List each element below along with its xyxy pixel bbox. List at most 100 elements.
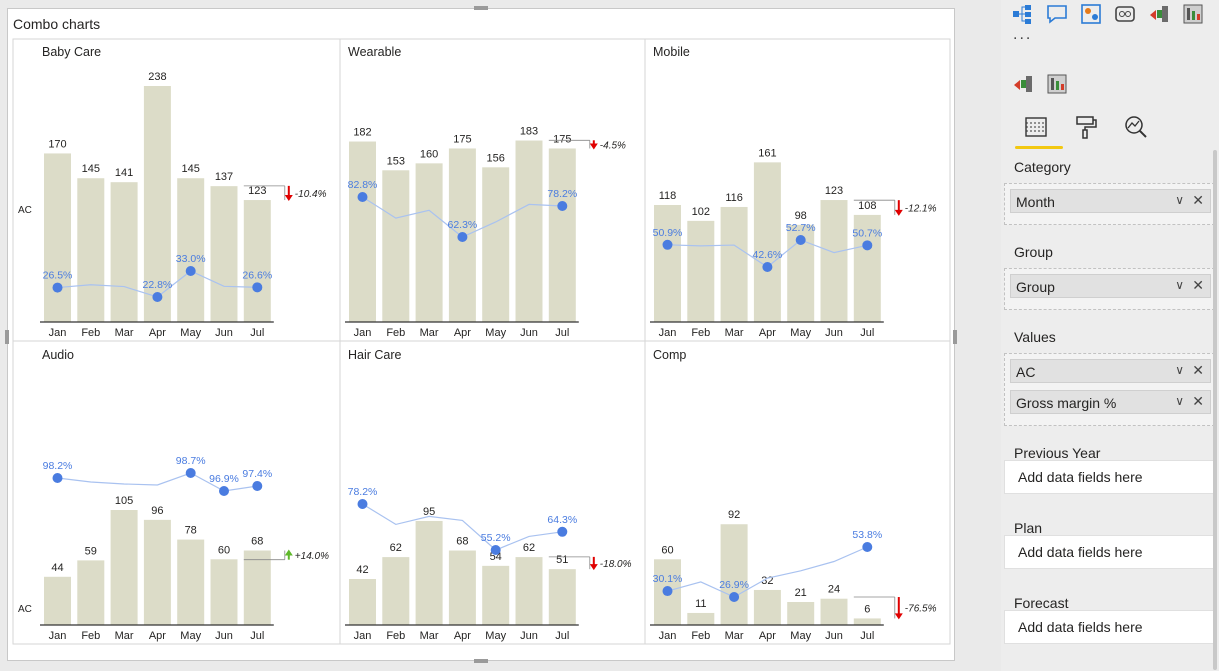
small-multiples-chart: Baby Care AC 170 Jan 145 Feb 141 Mar 238 Apr 145 Ma… (12, 38, 951, 645)
bar-jul (853, 214, 881, 322)
visualizations-pane: ... Category Month ∨ ✕ Group Group ∨ ✕ Values AC ∨ ✕… (1001, 0, 1219, 671)
chevron-down-icon[interactable]: ∨ (1175, 278, 1184, 292)
fields-tab-icon[interactable] (1023, 114, 1049, 140)
bar-may (787, 602, 815, 625)
gross-margin-label: 52.7% (786, 222, 816, 234)
category-label: Apr (759, 630, 776, 642)
add-data-fields-drop-zone[interactable]: Add data fields here (1004, 460, 1215, 494)
key-influencers-icon[interactable] (1079, 2, 1103, 26)
gross-margin-point (557, 526, 568, 537)
field-pill[interactable]: Month ∨ ✕ (1010, 189, 1211, 213)
gross-margin-point (457, 232, 468, 242)
zebra-bi-tables-icon[interactable] (1045, 72, 1069, 96)
bar-jul (853, 618, 881, 625)
category-label: Jun (520, 630, 538, 642)
add-data-fields-drop-zone[interactable]: Add data fields here (1004, 610, 1215, 644)
bar-jan (44, 153, 71, 322)
category-label: Jan (659, 630, 677, 642)
field-well-group[interactable]: Group ∨ ✕ (1004, 268, 1215, 310)
field-pill[interactable]: Group ∨ ✕ (1010, 274, 1211, 298)
bar-jul (243, 550, 271, 625)
chevron-down-icon[interactable]: ∨ (1175, 363, 1184, 377)
bar-apr (753, 589, 781, 625)
custom-visual-icons-row (1011, 72, 1079, 96)
resize-handle-right[interactable] (953, 330, 957, 344)
field-name: Gross margin % (1016, 395, 1117, 411)
gross-margin-label: 78.2% (348, 486, 378, 498)
gross-margin-label: 26.6% (242, 269, 272, 281)
bar-mar (415, 163, 443, 322)
bar-feb (77, 560, 105, 625)
paginated-visual-icon[interactable] (1113, 2, 1137, 26)
decomposition-tree-icon[interactable] (1011, 2, 1035, 26)
category-label: Jan (354, 327, 372, 339)
resize-handle-left[interactable] (5, 330, 9, 344)
category-label: Apr (149, 630, 166, 642)
gross-margin-label: 82.8% (348, 179, 378, 191)
pane-scrollbar[interactable] (1213, 150, 1217, 670)
bar-value-label: 68 (251, 536, 263, 548)
combo-charts-visual[interactable]: Combo charts Baby Care AC 170 Jan 145 Feb 141 M… (7, 8, 955, 661)
more-visuals-button[interactable]: ... (1013, 26, 1033, 43)
bar-value-label: 156 (487, 152, 505, 164)
category-label: May (180, 630, 201, 642)
gross-margin-label: 42.6% (753, 249, 783, 261)
field-well-values[interactable]: AC ∨ ✕ Gross margin % ∨ ✕ (1004, 353, 1215, 426)
bar-value-label: 44 (51, 562, 63, 574)
qa-icon[interactable] (1045, 2, 1069, 26)
remove-field-icon[interactable]: ✕ (1192, 192, 1204, 208)
bar-jun (515, 140, 543, 322)
zebra-bi-charts-icon[interactable] (1147, 2, 1171, 26)
panel-title-1: Wearable (348, 45, 401, 59)
bar-mar (110, 510, 138, 625)
category-label: Jan (659, 327, 677, 339)
bar-jun (515, 557, 543, 625)
bar-value-label: 24 (828, 584, 840, 596)
gross-margin-point (762, 262, 773, 272)
bar-value-label: 62 (523, 542, 535, 554)
add-data-fields-drop-zone[interactable]: Add data fields here (1004, 535, 1215, 569)
bar-value-label: 145 (182, 163, 200, 175)
format-tab-icon[interactable] (1073, 114, 1099, 140)
bar-feb (687, 612, 715, 625)
gross-margin-point (219, 486, 229, 496)
section-label-group: Group (1014, 244, 1053, 260)
category-label: Mar (115, 327, 134, 339)
resize-handle-top[interactable] (474, 6, 488, 10)
remove-field-icon[interactable]: ✕ (1192, 277, 1204, 293)
bar-jun (820, 200, 848, 322)
gross-margin-label: 53.8% (852, 529, 882, 541)
variance-arrow-up-icon (284, 549, 293, 556)
resize-handle-bottom[interactable] (474, 659, 488, 663)
bar-value-label: 137 (215, 171, 233, 183)
field-name: Month (1016, 194, 1055, 210)
zebra-bi-tables-icon[interactable] (1181, 2, 1205, 26)
category-label: Apr (149, 327, 166, 339)
field-pill[interactable]: Gross margin % ∨ ✕ (1010, 390, 1211, 414)
remove-field-icon[interactable]: ✕ (1192, 362, 1204, 378)
chevron-down-icon[interactable]: ∨ (1175, 394, 1184, 408)
bar-value-label: 96 (151, 505, 163, 517)
gross-margin-label: 30.1% (653, 573, 683, 585)
add-data-fields-placeholder: Add data fields here (1018, 619, 1143, 635)
field-well-category[interactable]: Month ∨ ✕ (1004, 183, 1215, 225)
analytics-tab-icon[interactable] (1123, 114, 1149, 140)
gross-margin-label: 26.5% (43, 270, 73, 282)
visual-icons-row (1011, 2, 1215, 26)
chevron-down-icon[interactable]: ∨ (1175, 193, 1184, 207)
category-label: Feb (691, 630, 710, 642)
bar-value-label: 60 (218, 544, 230, 556)
gross-margin-line (362, 503, 563, 551)
panel-title-3: Audio (42, 348, 74, 362)
category-label: Feb (81, 630, 100, 642)
variance-label: -18.0% (600, 559, 632, 570)
bar-apr (143, 86, 171, 322)
field-pill[interactable]: AC ∨ ✕ (1010, 359, 1211, 383)
add-data-fields-placeholder: Add data fields here (1018, 544, 1143, 560)
zebra-bi-charts-icon[interactable] (1011, 72, 1035, 96)
category-label: May (485, 327, 506, 339)
remove-field-icon[interactable]: ✕ (1192, 393, 1204, 409)
bar-feb (382, 557, 410, 625)
gross-margin-point (795, 235, 806, 245)
bar-value-label: 102 (692, 206, 710, 218)
